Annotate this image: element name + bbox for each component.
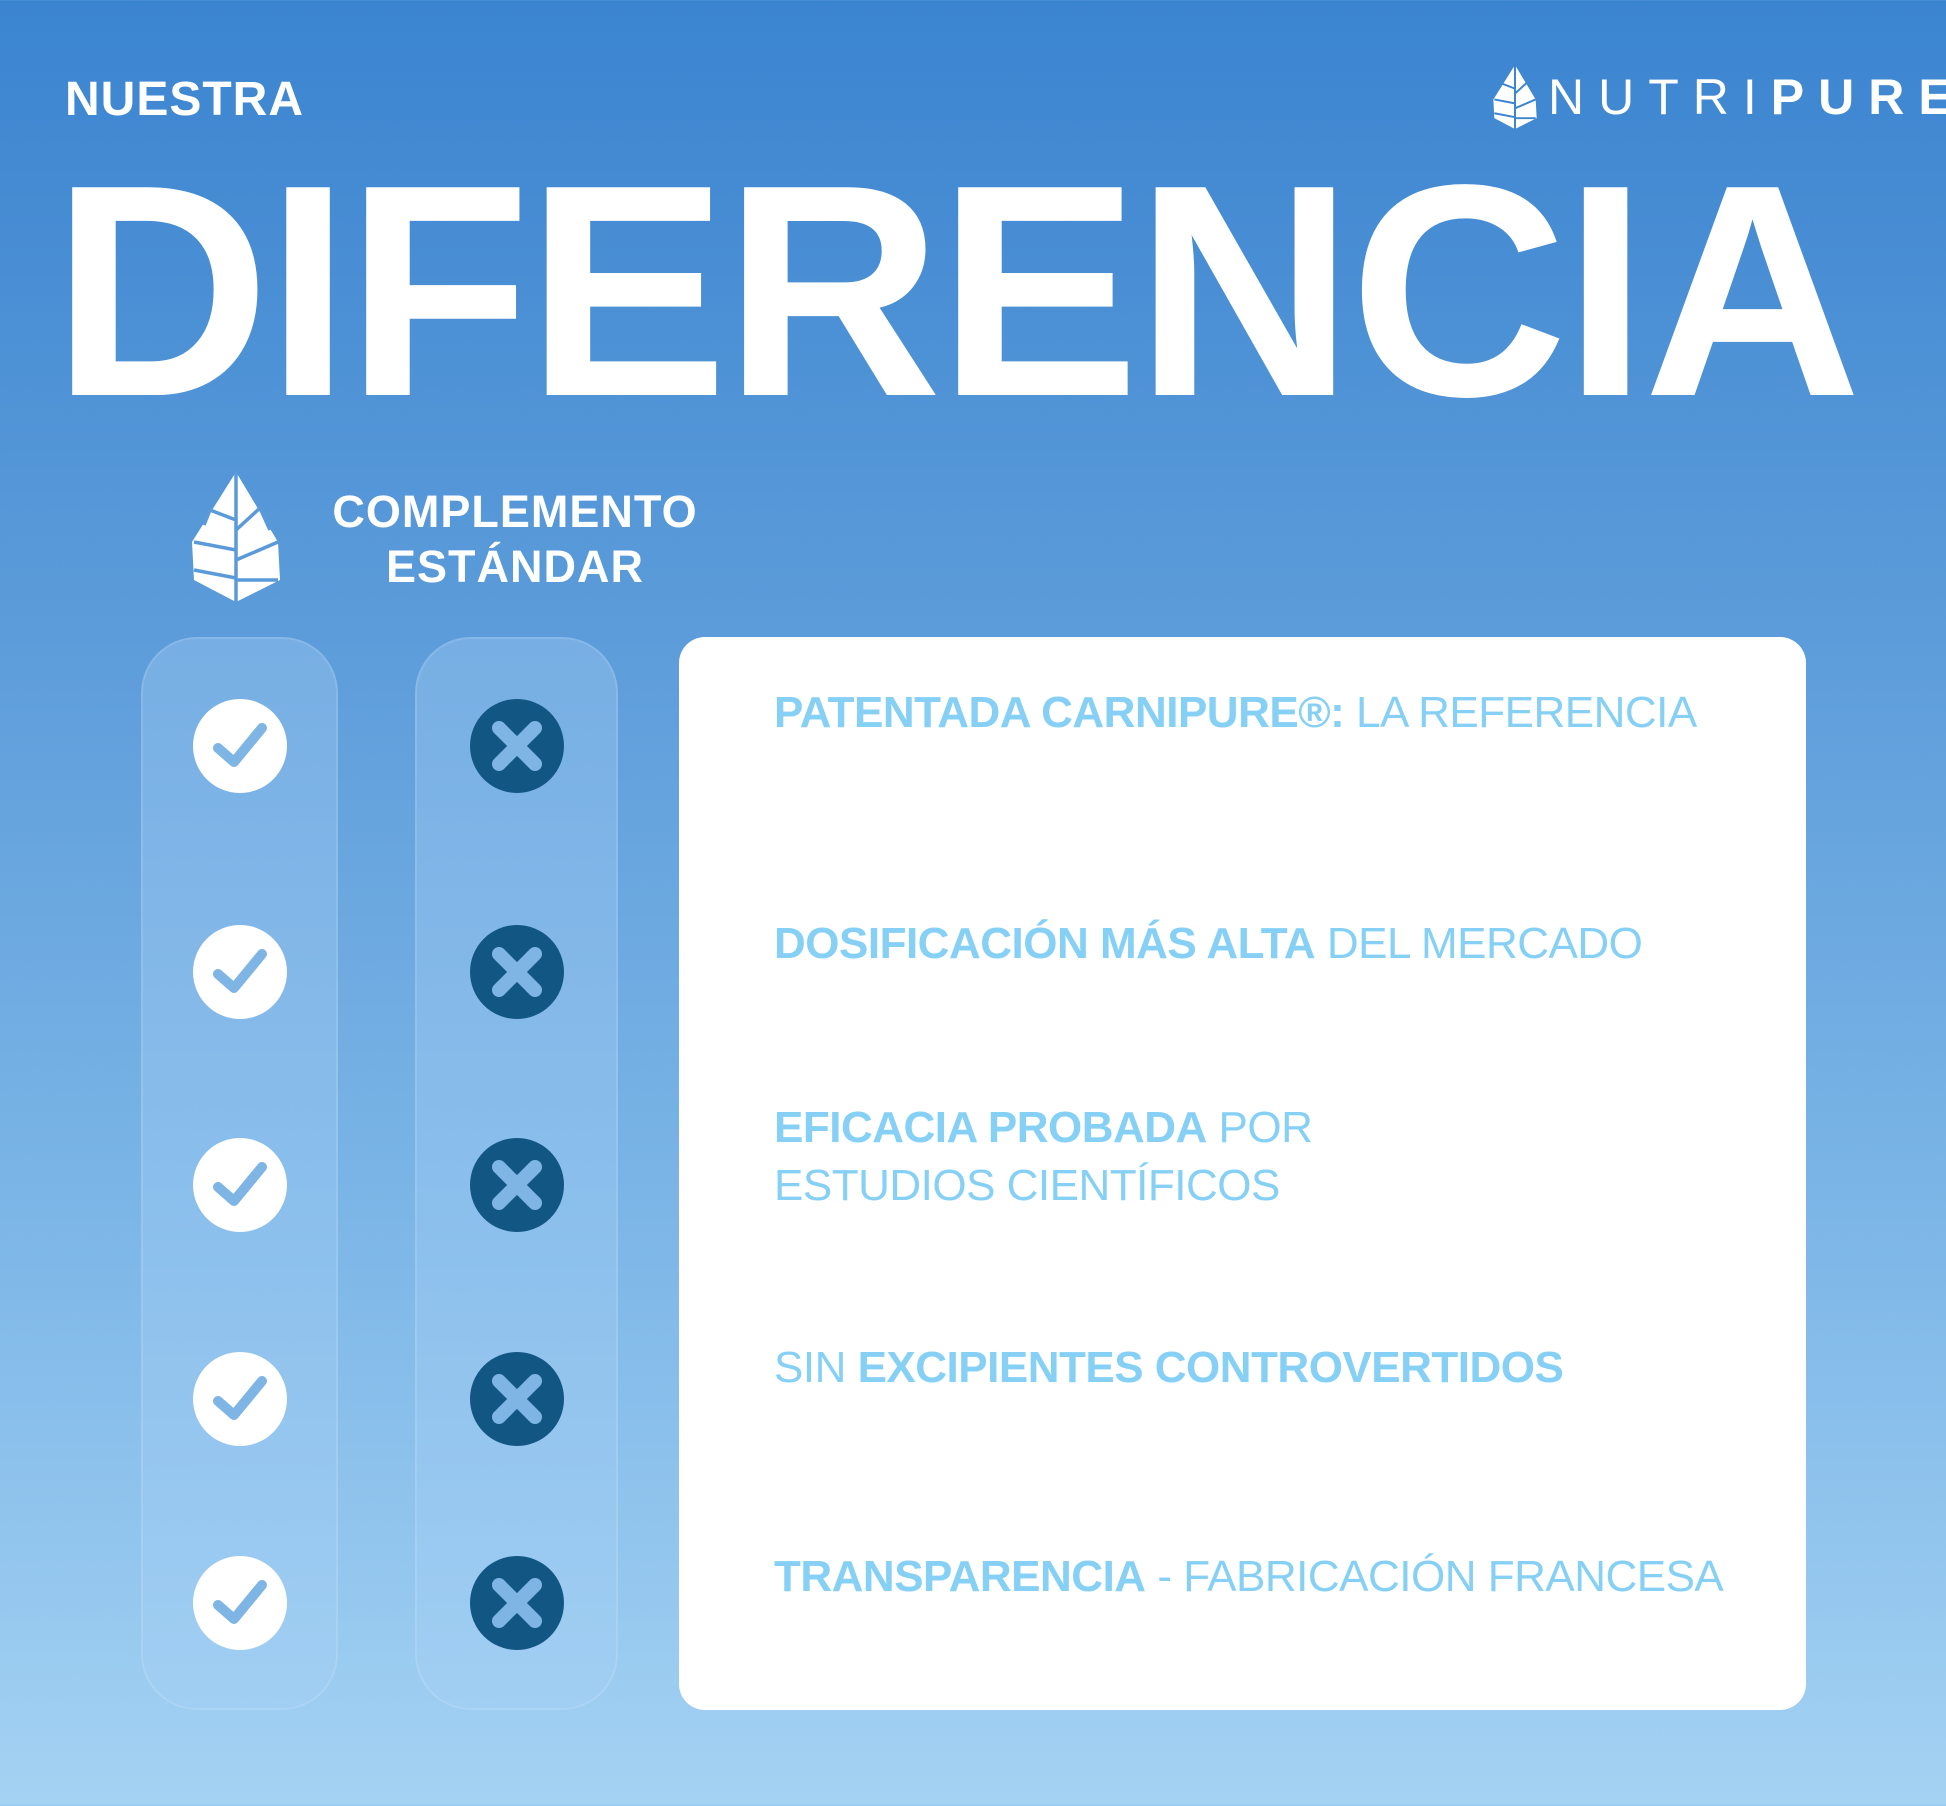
standard-column <box>415 637 618 1710</box>
brand-name-bold: PURE <box>1770 69 1946 125</box>
feature-line: SIN EXCIPIENTES CONTROVERTIDOS <box>774 1339 1564 1397</box>
feature-bold-text: EFICACIA PROBADA <box>774 1103 1207 1152</box>
feature-row: TRANSPARENCIA - FABRICACIÓN FRANCESA <box>774 1548 1724 1606</box>
leaf-icon <box>1493 64 1537 130</box>
feature-row: EFICACIA PROBADA POR ESTUDIOS CIENTÍFICOS <box>774 1099 1313 1215</box>
feature-line: TRANSPARENCIA - FABRICACIÓN FRANCESA <box>774 1548 1724 1606</box>
standard-label-line1: COMPLEMENTO <box>332 486 698 537</box>
brand-logo: NUTRIPURE <box>1492 64 1946 130</box>
x-icon <box>469 699 564 793</box>
feature-text: - FABRICACIÓN FRANCESA <box>1145 1552 1724 1601</box>
feature-bold-text: DOSIFICACIÓN MÁS ALTA <box>774 919 1316 968</box>
feature-line: PATENTADA CARNIPURE®: LA REFERENCIA <box>774 684 1697 742</box>
check-icon <box>192 1352 287 1446</box>
feature-row: DOSIFICACIÓN MÁS ALTA DEL MERCADO <box>774 915 1643 973</box>
feature-text: POR <box>1206 1103 1313 1152</box>
brand-name-light: NUTRI <box>1548 69 1771 125</box>
check-icon <box>192 1556 287 1650</box>
feature-line: DOSIFICACIÓN MÁS ALTA DEL MERCADO <box>774 915 1643 973</box>
check-icon <box>192 925 287 1019</box>
standard-column-header: COMPLEMENTO ESTÁNDAR <box>330 484 700 594</box>
x-icon <box>469 1556 564 1650</box>
standard-label-line2: ESTÁNDAR <box>385 541 644 592</box>
feature-bold-text: EXCIPIENTES CONTROVERTIDOS <box>857 1343 1564 1392</box>
page-title: DIFERENCIA <box>52 122 1862 459</box>
kicker-text: NUESTRA <box>65 73 305 126</box>
check-icon <box>192 1138 287 1232</box>
x-icon <box>469 1138 564 1232</box>
nutripure-column <box>141 637 338 1710</box>
feature-text: LA REFERENCIA <box>1344 688 1697 737</box>
feature-line-2: ESTUDIOS CIENTÍFICOS <box>774 1161 1280 1210</box>
x-icon <box>469 1352 564 1446</box>
feature-bold-text: PATENTADA CARNIPURE®: <box>774 688 1345 737</box>
x-icon <box>469 925 564 1019</box>
feature-line: EFICACIA PROBADA POR <box>774 1099 1313 1157</box>
feature-row: PATENTADA CARNIPURE®: LA REFERENCIA <box>774 684 1697 742</box>
check-icon <box>192 699 287 793</box>
feature-row: SIN EXCIPIENTES CONTROVERTIDOS <box>774 1339 1564 1397</box>
leaf-icon <box>192 472 280 602</box>
feature-text: DEL MERCADO <box>1315 919 1643 968</box>
feature-bold-text: TRANSPARENCIA <box>774 1552 1146 1601</box>
features-card: PATENTADA CARNIPURE®: LA REFERENCIA DOSIF… <box>679 637 1806 1710</box>
feature-text: SIN <box>774 1343 858 1392</box>
